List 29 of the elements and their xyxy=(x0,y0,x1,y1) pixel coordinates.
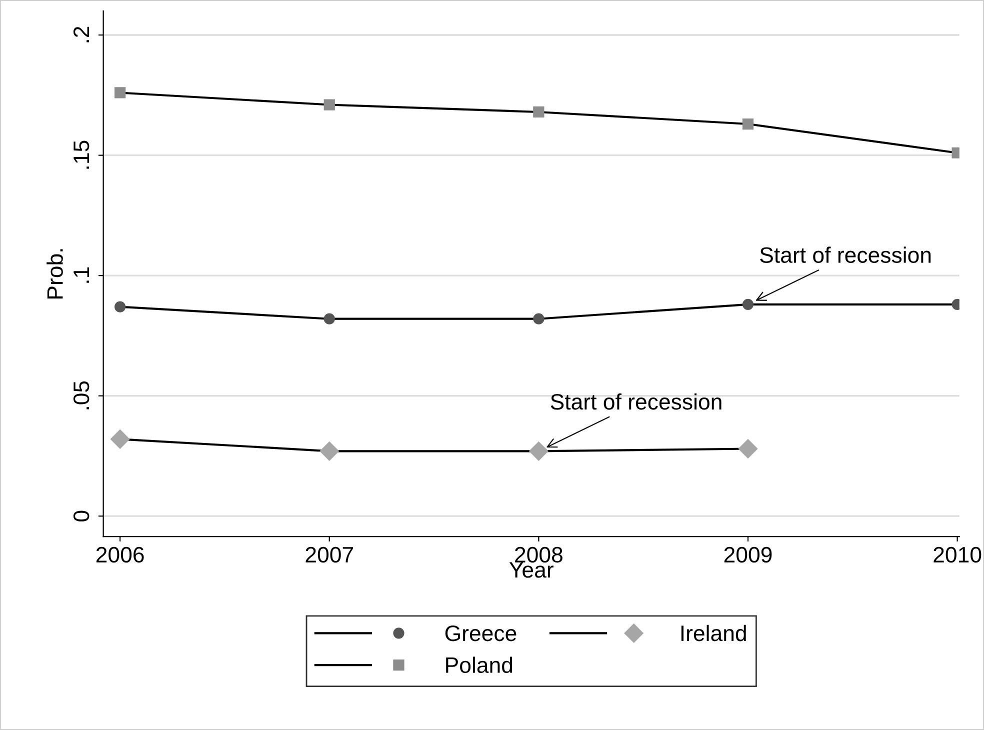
x-tick-label: 2010 xyxy=(934,546,982,563)
y-axis-title: Prob. xyxy=(46,249,63,298)
point xyxy=(742,298,754,310)
y-tick-label: .05 xyxy=(73,381,90,410)
annotation: Start of recession xyxy=(760,246,931,263)
legend-label: Greece xyxy=(445,625,516,642)
y-tick-label: .15 xyxy=(74,140,90,169)
point xyxy=(533,106,544,118)
y-tick-label: .1 xyxy=(74,267,89,283)
y-tick-label: .2 xyxy=(73,26,89,42)
x-tick-label: 2008 xyxy=(515,546,562,563)
point xyxy=(324,99,335,110)
point xyxy=(110,430,130,449)
point xyxy=(114,87,126,98)
point xyxy=(529,442,548,461)
x-axis-title: Year xyxy=(509,562,554,578)
point xyxy=(738,439,758,458)
point xyxy=(320,442,339,461)
legend-label: Ireland xyxy=(681,624,746,642)
annotation: Start of recession xyxy=(550,393,722,410)
point xyxy=(324,313,335,324)
x-tick-label: 2009 xyxy=(724,546,772,563)
x-tick-label: 2006 xyxy=(96,546,144,563)
point xyxy=(114,301,126,312)
x-tick-label: 2007 xyxy=(306,546,353,563)
point xyxy=(533,313,544,324)
point xyxy=(742,118,754,130)
y-tick-label: 0 xyxy=(73,510,90,522)
legend-label: Poland xyxy=(446,656,512,674)
